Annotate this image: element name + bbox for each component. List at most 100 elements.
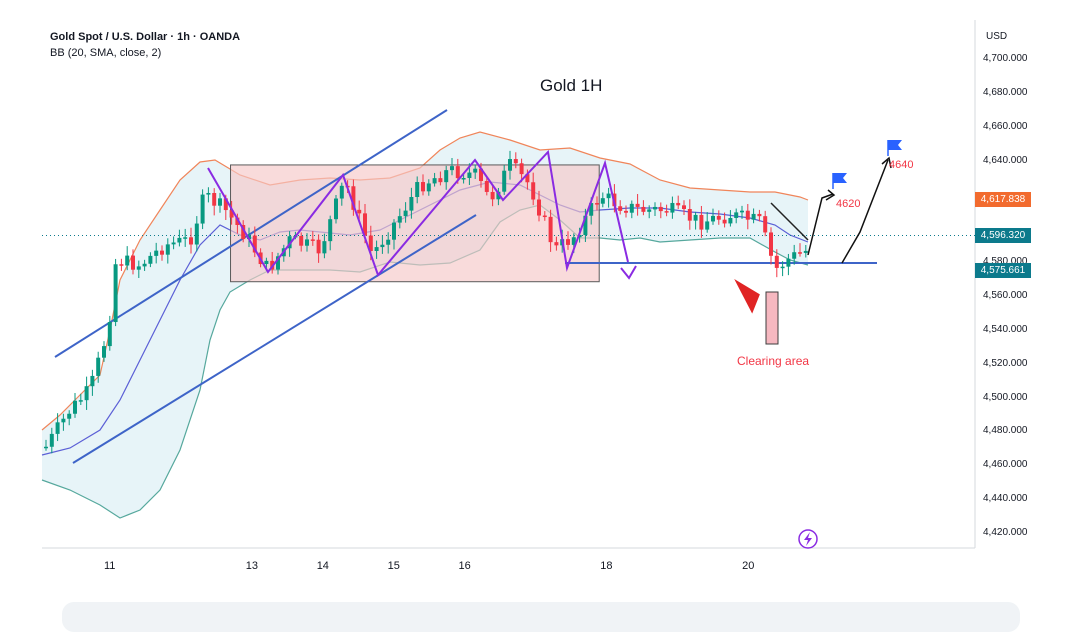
target-4640-label: 4640 xyxy=(889,159,914,171)
time-tick-label: 11 xyxy=(104,560,116,572)
currency-label[interactable]: USD xyxy=(986,31,1008,42)
candle-body xyxy=(537,199,541,216)
candle-body xyxy=(508,159,512,171)
candle-body xyxy=(664,211,669,213)
candle-body xyxy=(571,237,576,245)
candle-body xyxy=(223,198,228,211)
price-tick-label: 4,640.000 xyxy=(983,154,1028,166)
target-4620-label: 4620 xyxy=(836,198,861,210)
candle-body xyxy=(502,170,507,192)
channel-lower-line xyxy=(72,214,477,464)
candle-body xyxy=(189,237,193,245)
candle-body xyxy=(171,242,176,245)
candle-body xyxy=(438,178,443,183)
indicator-legend[interactable]: BB (20, SMA, close, 2) xyxy=(50,47,162,59)
candle-body xyxy=(676,202,681,206)
candle-body xyxy=(96,357,101,376)
candle-body xyxy=(241,225,246,240)
candle-body xyxy=(328,219,333,242)
candle-body xyxy=(786,258,791,267)
candle-body xyxy=(699,214,704,230)
candle-body xyxy=(693,214,698,221)
price-tick-label: 4,700.000 xyxy=(983,53,1028,64)
zigzag-arrow-head xyxy=(620,265,637,280)
candle-body xyxy=(740,210,744,213)
candle-body xyxy=(403,210,408,217)
time-tick-label: 16 xyxy=(458,560,471,572)
time-tick-label: 15 xyxy=(387,560,400,572)
price-tick-label: 4,680.000 xyxy=(983,86,1028,98)
candle-body xyxy=(734,212,739,218)
candle-body xyxy=(392,222,396,240)
candle-body xyxy=(798,252,802,254)
candle-body xyxy=(229,210,234,218)
price-tick-label: 4,660.000 xyxy=(983,120,1028,132)
candle-body xyxy=(705,221,710,230)
time-tick-label: 18 xyxy=(600,560,613,572)
target-flag-4640 xyxy=(888,140,902,150)
target-flag-4620 xyxy=(833,173,847,183)
candle-body xyxy=(542,215,547,218)
candle-body xyxy=(44,446,48,449)
candle-body xyxy=(792,252,797,259)
candle-body xyxy=(595,203,599,205)
candle-body xyxy=(716,215,721,220)
candle-body xyxy=(687,209,692,221)
candle-body xyxy=(450,166,454,171)
candle-body xyxy=(554,242,559,246)
price-tick-label: 4,480.000 xyxy=(983,425,1028,437)
candle-body xyxy=(496,191,501,200)
candle-body xyxy=(363,213,367,236)
candle-body xyxy=(322,241,327,254)
channel-upper-line xyxy=(54,109,448,358)
projection-arrowhead-4620 xyxy=(825,189,836,201)
zigzag-pattern xyxy=(207,149,629,277)
time-tick-label: 20 xyxy=(742,560,755,572)
candle-body xyxy=(305,239,309,246)
price-chart[interactable] xyxy=(0,0,1080,608)
candle-body xyxy=(455,166,460,179)
candle-body xyxy=(635,203,640,207)
candle-body xyxy=(131,255,135,270)
candle-body xyxy=(531,182,536,200)
candle-body xyxy=(264,260,269,265)
candle-body xyxy=(589,203,594,216)
candle-body xyxy=(415,182,420,198)
candle-body xyxy=(49,433,54,447)
candle-body xyxy=(566,239,570,245)
candle-body xyxy=(751,213,756,220)
candle-body xyxy=(84,386,89,401)
candle-body xyxy=(252,235,257,253)
price-tick-label: 4,440.000 xyxy=(983,493,1028,505)
breakdown-line xyxy=(770,202,809,241)
candle-body xyxy=(577,235,582,238)
candle-body xyxy=(647,209,652,212)
candle-body xyxy=(200,194,205,224)
candle-body xyxy=(641,206,646,212)
candle-body xyxy=(386,239,391,245)
candle-body xyxy=(728,217,733,224)
candle-body xyxy=(479,168,483,182)
symbol-title[interactable]: Gold Spot / U.S. Dollar · 1h · OANDA xyxy=(50,31,241,43)
candle-body xyxy=(61,418,66,423)
candle-body xyxy=(165,244,170,255)
price-tick-label: 4,580.000 xyxy=(983,256,1028,268)
candle-body xyxy=(624,210,628,213)
price-tick-label: 4,540.000 xyxy=(983,323,1028,335)
candle-body xyxy=(606,193,611,199)
price-tick-label: 4,560.000 xyxy=(983,289,1028,301)
lightning-bolt xyxy=(804,532,812,546)
clearing-down-arrow xyxy=(734,278,760,314)
candle-body xyxy=(299,235,304,246)
candle-body xyxy=(368,235,373,252)
candle-body xyxy=(780,266,785,269)
candle-body xyxy=(618,206,623,211)
candle-body xyxy=(774,255,779,268)
candle-body xyxy=(426,183,431,192)
candle-body xyxy=(421,182,425,192)
chart-title: Gold 1H xyxy=(540,76,603,95)
candle-body xyxy=(160,250,164,255)
price-tick-label: 4,460.000 xyxy=(983,459,1028,471)
candle-body xyxy=(548,216,553,243)
clearing-area-label: Clearing area xyxy=(737,354,810,368)
